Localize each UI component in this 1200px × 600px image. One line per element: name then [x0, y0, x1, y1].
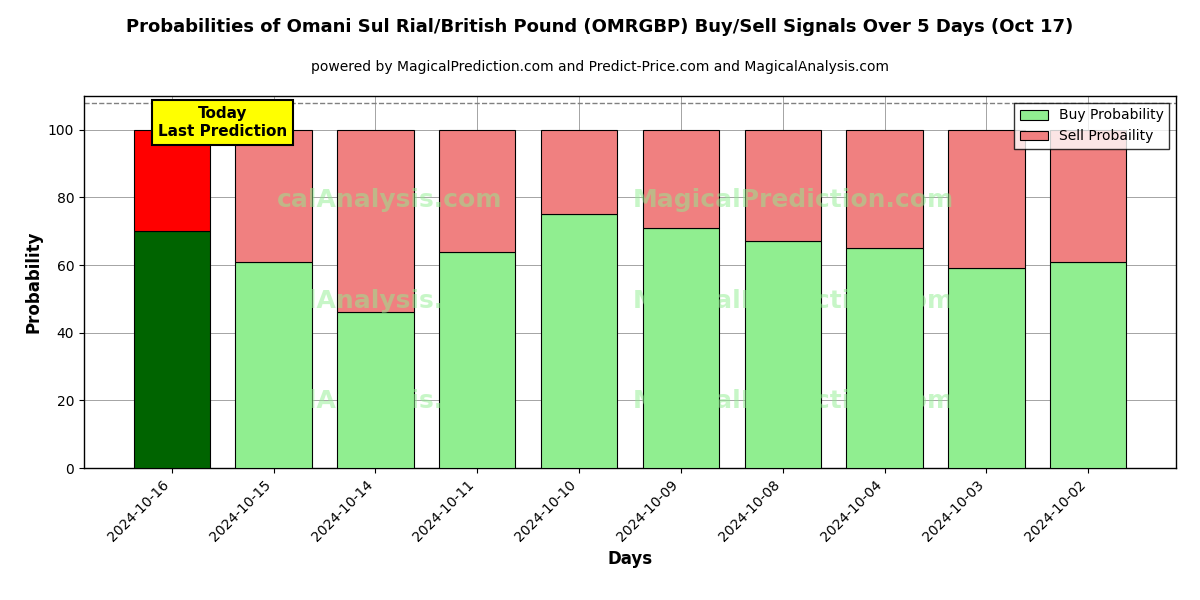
Text: MagicalPrediction.com: MagicalPrediction.com — [634, 188, 954, 212]
Text: MagicalPrediction.com: MagicalPrediction.com — [634, 289, 954, 313]
X-axis label: Days: Days — [607, 550, 653, 568]
Bar — [643, 130, 719, 228]
Bar — [235, 130, 312, 262]
Bar — [846, 248, 923, 468]
Text: Today
Last Prediction: Today Last Prediction — [158, 106, 287, 139]
Bar — [1050, 262, 1127, 468]
Bar — [541, 130, 617, 214]
Bar — [439, 130, 516, 251]
Bar — [846, 130, 923, 248]
Bar — [235, 262, 312, 468]
Text: MagicalPrediction.com: MagicalPrediction.com — [634, 389, 954, 413]
Text: calAnalysis.com: calAnalysis.com — [277, 289, 503, 313]
Bar — [541, 214, 617, 468]
Bar — [643, 228, 719, 468]
Text: calAnalysis.com: calAnalysis.com — [277, 389, 503, 413]
Bar — [948, 268, 1025, 468]
Bar — [744, 241, 821, 468]
Text: calAnalysis.com: calAnalysis.com — [277, 188, 503, 212]
Text: Probabilities of Omani Sul Rial/British Pound (OMRGBP) Buy/Sell Signals Over 5 D: Probabilities of Omani Sul Rial/British … — [126, 18, 1074, 36]
Bar — [1050, 130, 1127, 262]
Bar — [133, 130, 210, 231]
Bar — [744, 130, 821, 241]
Bar — [948, 130, 1025, 268]
Bar — [337, 313, 414, 468]
Y-axis label: Probability: Probability — [24, 231, 42, 333]
Bar — [337, 130, 414, 313]
Bar — [133, 231, 210, 468]
Legend: Buy Probability, Sell Probaility: Buy Probability, Sell Probaility — [1014, 103, 1169, 149]
Bar — [439, 251, 516, 468]
Text: powered by MagicalPrediction.com and Predict-Price.com and MagicalAnalysis.com: powered by MagicalPrediction.com and Pre… — [311, 60, 889, 74]
